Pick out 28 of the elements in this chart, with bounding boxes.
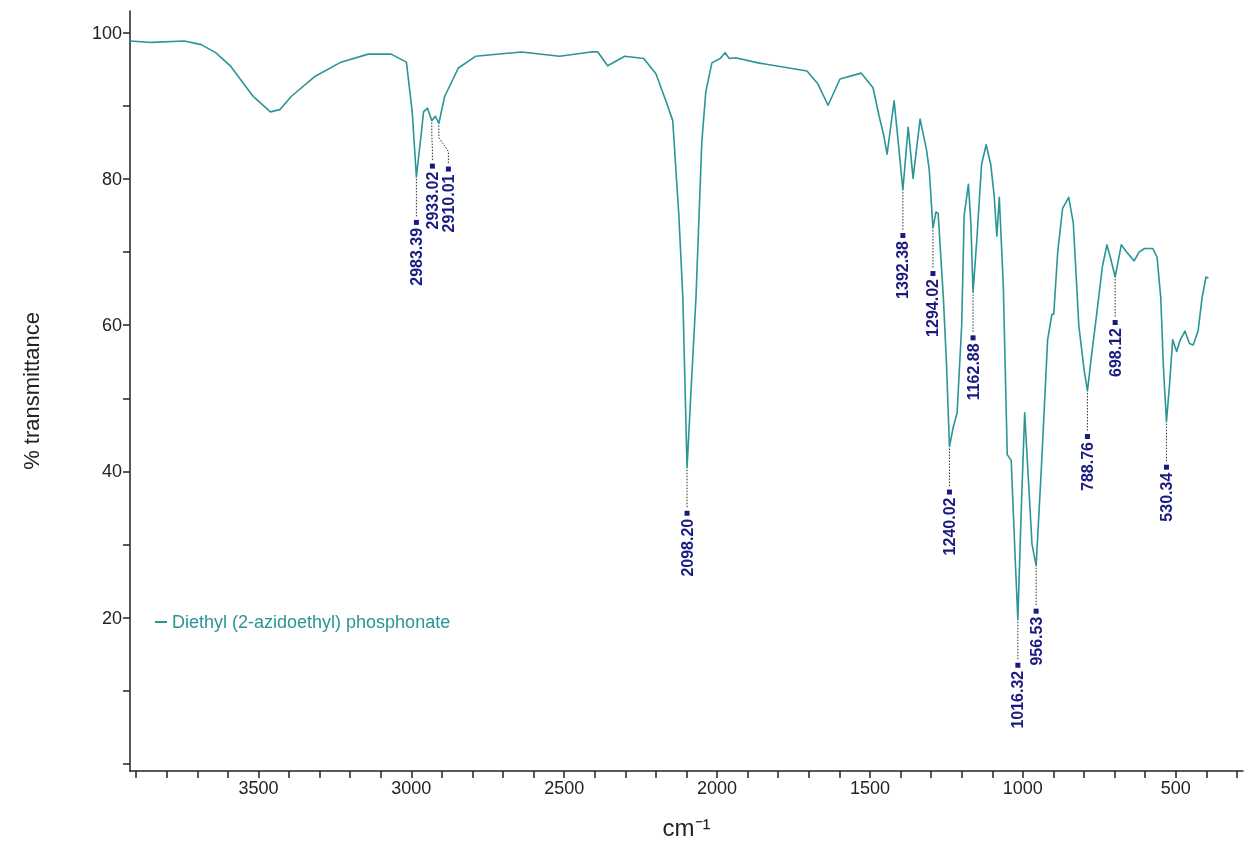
annotation: 1392.38 <box>894 240 912 299</box>
annotation: 1016.32 <box>1009 670 1027 729</box>
y-tick-label: 100 <box>91 22 122 43</box>
x-tick-label: 2000 <box>697 778 738 798</box>
annotation: 2910.01 <box>439 174 457 233</box>
annotation: 1294.02 <box>924 278 942 337</box>
y-axis-title: % transmittance <box>18 312 44 470</box>
legend-label: Diethyl (2-azidoethyl) phosphonate <box>172 612 451 632</box>
x-tick-label: 500 <box>1160 778 1191 798</box>
annotation: 788.76 <box>1078 441 1096 491</box>
y-tick-label: 20 <box>101 607 122 628</box>
annotation: 2933.02 <box>423 171 441 230</box>
x-tick-label: 3000 <box>391 778 432 798</box>
annotation: 2983.39 <box>407 227 425 286</box>
annotation: 698.12 <box>1106 327 1124 377</box>
annotation: 1240.02 <box>940 497 958 556</box>
x-axis-title: cm⁻¹ <box>662 813 711 841</box>
x-tick-label: 3500 <box>238 778 279 798</box>
y-tick-label: 40 <box>101 461 122 482</box>
x-tick-label: 1500 <box>849 778 890 798</box>
annotation: 1162.88 <box>964 343 982 401</box>
annotation: 2098.20 <box>678 518 696 577</box>
annotation: 956.53 <box>1027 616 1045 666</box>
y-tick-label: 60 <box>101 315 122 336</box>
x-tick-label: 1000 <box>1002 778 1043 798</box>
x-tick-label: 2500 <box>544 778 585 798</box>
annotation: 530.34 <box>1157 472 1175 522</box>
y-tick-label: 80 <box>101 169 122 190</box>
